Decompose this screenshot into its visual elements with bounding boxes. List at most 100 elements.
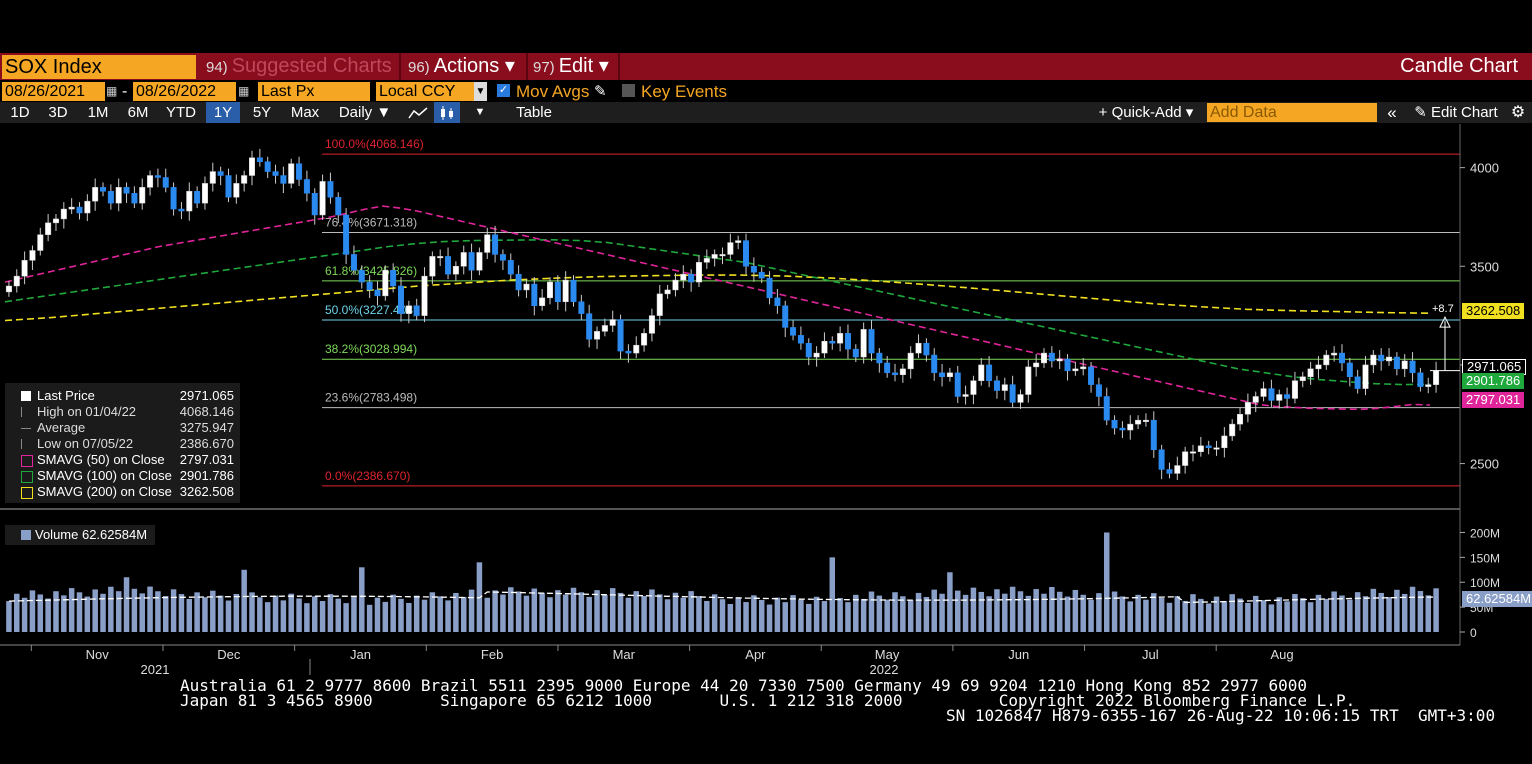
table-button[interactable]: Table (516, 104, 552, 121)
volume-bar (586, 596, 592, 632)
pencil-icon[interactable]: ✎ (594, 83, 607, 100)
x-year-label: 2021 (141, 662, 170, 677)
candle (1276, 394, 1283, 401)
legend-row[interactable]: SMAVG (100) on Close 2901.786 (5, 468, 240, 484)
candle (92, 187, 99, 202)
collapse-icon[interactable]: « (1387, 103, 1397, 122)
candle (1291, 380, 1298, 399)
gear-icon[interactable]: ⚙ (1510, 104, 1526, 121)
edit-chart-button[interactable]: ✎ Edit Chart (1408, 102, 1504, 123)
legend-row[interactable]: Last Price 2971.065 (5, 388, 240, 404)
volume-bar (335, 598, 342, 632)
ticker-field[interactable]: SOX Index (2, 55, 196, 79)
period-5y-button[interactable]: 5Y (252, 104, 272, 121)
volume-bar (1292, 594, 1298, 632)
fib-level-label: 38.2%(3028.994) (325, 342, 417, 356)
period-max-button[interactable]: Max (290, 104, 320, 121)
candle (1386, 356, 1393, 362)
volume-bar (100, 593, 106, 632)
calendar-icon[interactable]: ▦ (106, 84, 118, 98)
legend-row[interactable]: High on 01/04/22 4068.146 (5, 404, 240, 420)
price-field-select[interactable]: Last Px (258, 82, 370, 101)
volume-bar (813, 596, 820, 632)
candle (1244, 402, 1251, 415)
add-data-input[interactable]: Add Data (1207, 103, 1377, 122)
legend-row[interactable]: Average 3275.947 (5, 420, 240, 436)
legend-row[interactable]: SMAVG (50) on Close 2797.031 (5, 452, 240, 468)
candle (37, 234, 44, 251)
legend-swatch (21, 471, 33, 483)
mov-avgs-checkbox[interactable]: ✓ (497, 84, 510, 97)
legend-value: 3275.947 (179, 420, 234, 435)
candle (374, 289, 381, 297)
chevron-down-icon[interactable]: ▼ (474, 106, 486, 118)
volume-bar (602, 594, 608, 632)
start-date-field[interactable]: 08/26/2021 (2, 82, 105, 101)
sma100-price-tag: 2901.786 (1462, 373, 1525, 389)
candle (21, 260, 28, 277)
candle (813, 352, 820, 358)
candle (1119, 427, 1126, 431)
suggested-charts-menu[interactable]: 94) Suggested Charts (206, 53, 392, 80)
edit-menu[interactable]: 97) Edit ▾ (533, 53, 609, 80)
candle (1189, 451, 1196, 454)
price-chart[interactable]: 100.0%(4068.146) 76.4%(3671.318) 61.8%(342… (0, 124, 1532, 680)
period-1m-button[interactable]: 1M (87, 104, 109, 121)
fibonacci-levels: 100.0%(4068.146) 76.4%(3671.318) 61.8%(342… (322, 137, 1460, 487)
volume-bar (1354, 592, 1361, 632)
volume-bar (155, 591, 161, 632)
quick-add-button[interactable]: + Quick-Add ▾ (1098, 104, 1194, 121)
period-ytd-button[interactable]: YTD (166, 104, 196, 121)
candle (52, 218, 59, 224)
period-6m-button[interactable]: 6M (127, 104, 149, 121)
volume-bar (257, 597, 263, 632)
actions-menu[interactable]: 96) Actions ▾ (408, 53, 515, 80)
volume-bar (76, 592, 83, 632)
period-1d-button[interactable]: 1D (10, 104, 30, 121)
period-1y-button[interactable]: 1Y (206, 102, 240, 123)
legend-swatch (21, 407, 22, 417)
candle (507, 260, 514, 275)
candle (445, 256, 452, 275)
legend-row[interactable]: Low on 07/05/22 2386.670 (5, 436, 240, 452)
candle-chart-icon[interactable] (434, 102, 460, 123)
frequency-select[interactable]: Daily ▼ (338, 104, 392, 121)
volume-bar (1049, 587, 1055, 632)
volume-bar (1323, 598, 1330, 632)
end-date-field[interactable]: 08/26/2022 (133, 82, 236, 101)
volume-bar (296, 598, 302, 632)
menu-separator (526, 53, 528, 80)
volume-bar (531, 588, 538, 632)
volume-legend-label: Volume 62.62584M (35, 527, 148, 542)
legend-value: 3262.508 (179, 484, 234, 499)
change-label: +8.7 (1432, 303, 1454, 315)
candle (1268, 388, 1275, 401)
volume-bar (1229, 594, 1235, 632)
volume-bar (29, 590, 36, 632)
legend-value: 2386.670 (179, 436, 234, 451)
arrow-head-icon (1439, 316, 1451, 328)
volume-bar (1158, 598, 1165, 632)
volume-legend[interactable]: Volume 62.62584M (5, 525, 155, 545)
chevron-down-icon[interactable]: ▼ (474, 82, 487, 101)
line-chart-icon[interactable] (404, 102, 432, 123)
volume-bar (500, 594, 506, 632)
legend-row[interactable]: SMAVG (200) on Close 3262.508 (5, 484, 240, 500)
candle (711, 254, 718, 259)
menu-label: Suggested Charts (231, 55, 392, 77)
volume-tag: 62.62584M (1462, 591, 1532, 607)
candle (1221, 435, 1228, 449)
volume-bar (704, 600, 710, 632)
candle (288, 163, 295, 184)
volume-bar (1331, 591, 1337, 632)
chart-legend: Last Price 2971.065 High on 01/04/22 406… (5, 383, 240, 503)
candle (594, 331, 601, 340)
volume-bar (288, 593, 294, 632)
calendar-icon[interactable]: ▦ (238, 84, 250, 98)
currency-select[interactable]: Local CCY (376, 82, 474, 101)
candle (84, 200, 91, 214)
period-3d-button[interactable]: 3D (48, 104, 68, 121)
candle (860, 329, 867, 358)
candle (586, 313, 593, 340)
key-events-checkbox[interactable] (622, 84, 635, 97)
